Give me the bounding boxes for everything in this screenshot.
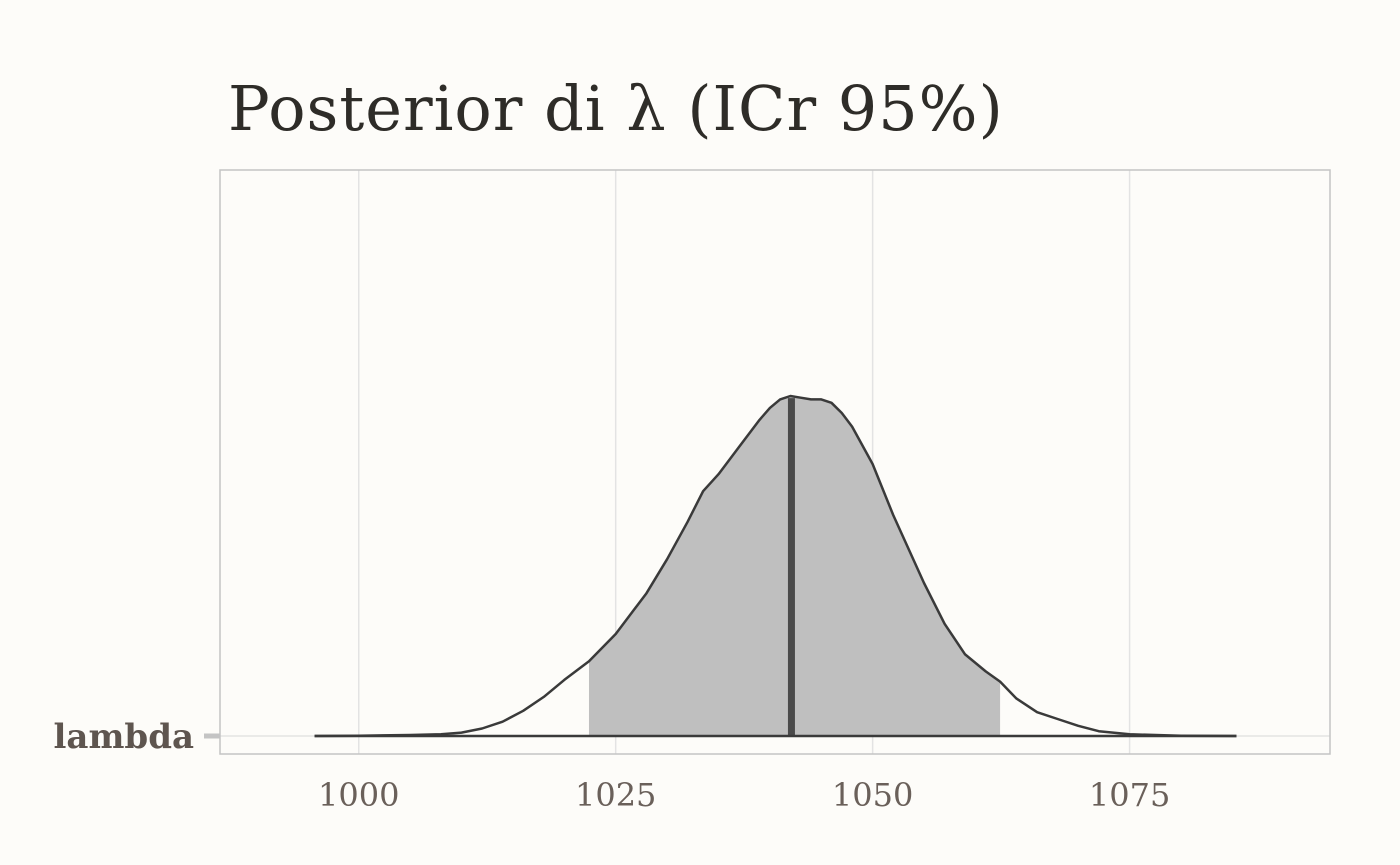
x-tick-label-1050: 1050 <box>832 776 913 814</box>
x-tick-label-1000: 1000 <box>318 776 399 814</box>
x-tick-label-1075: 1075 <box>1089 776 1170 814</box>
chart-title: Posterior di λ (ICr 95%) <box>228 72 1004 145</box>
x-tick-label-1025: 1025 <box>575 776 656 814</box>
density-curve <box>314 394 1237 738</box>
panel-border <box>219 169 1331 755</box>
y-axis: lambda <box>54 717 220 757</box>
x-axis: 1000 1025 1050 1075 <box>318 776 1170 814</box>
density-layer <box>314 394 1237 738</box>
y-tick-label-lambda: lambda <box>54 717 195 757</box>
